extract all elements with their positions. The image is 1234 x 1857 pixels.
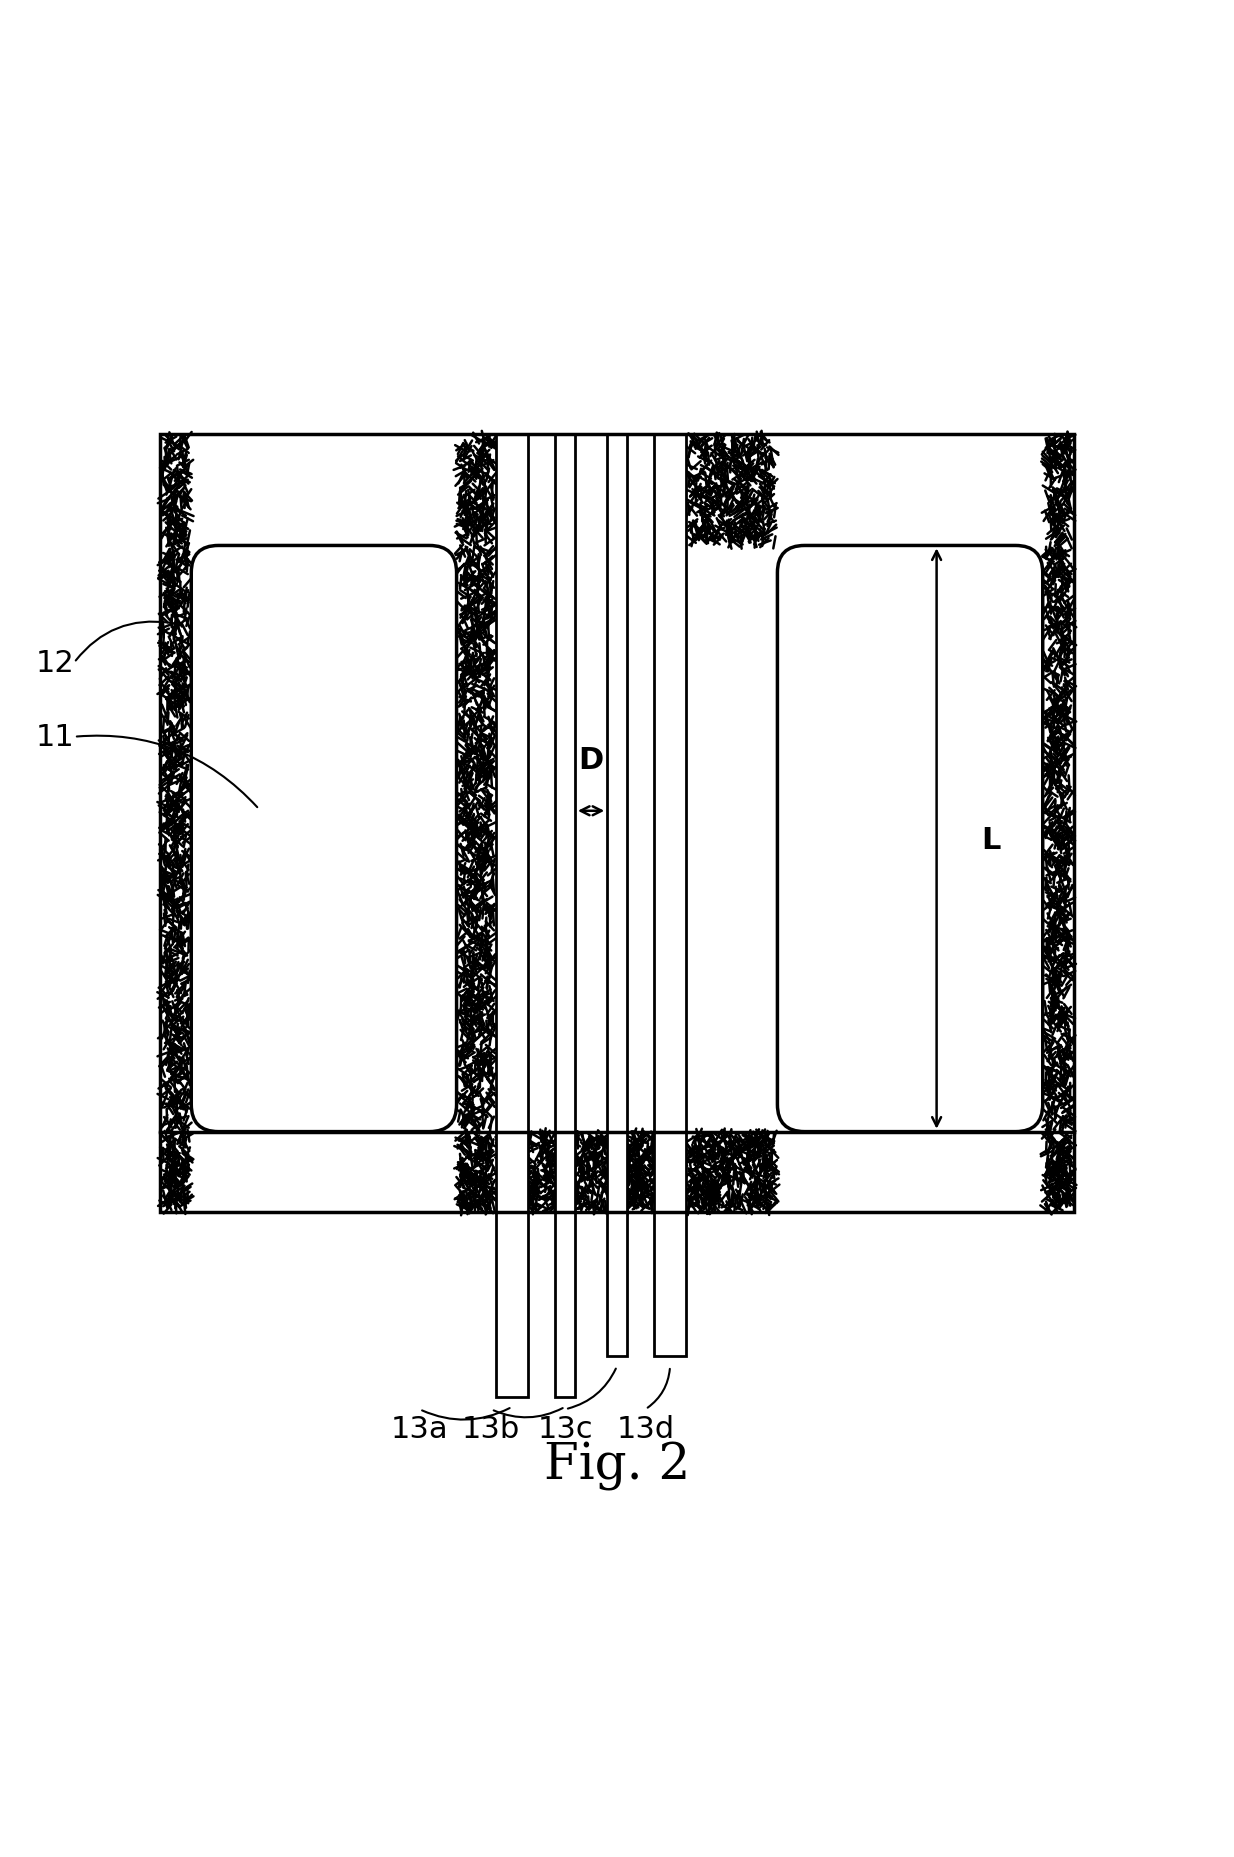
Text: 12: 12 — [36, 648, 74, 678]
Text: L: L — [981, 825, 1001, 854]
Text: Fig. 2: Fig. 2 — [544, 1441, 690, 1489]
Bar — [496, 435, 528, 1396]
Bar — [607, 435, 627, 1356]
Text: 13d: 13d — [616, 1415, 675, 1443]
Text: 13c: 13c — [537, 1415, 594, 1443]
Bar — [160, 435, 1074, 1213]
Text: 13b: 13b — [462, 1415, 521, 1443]
Text: 13a: 13a — [391, 1415, 448, 1443]
Bar — [555, 435, 575, 1396]
Bar — [654, 435, 686, 1356]
Text: 11: 11 — [36, 722, 74, 752]
Bar — [160, 435, 1074, 1213]
Text: D: D — [579, 745, 603, 774]
FancyBboxPatch shape — [191, 546, 457, 1133]
FancyBboxPatch shape — [777, 546, 1043, 1133]
